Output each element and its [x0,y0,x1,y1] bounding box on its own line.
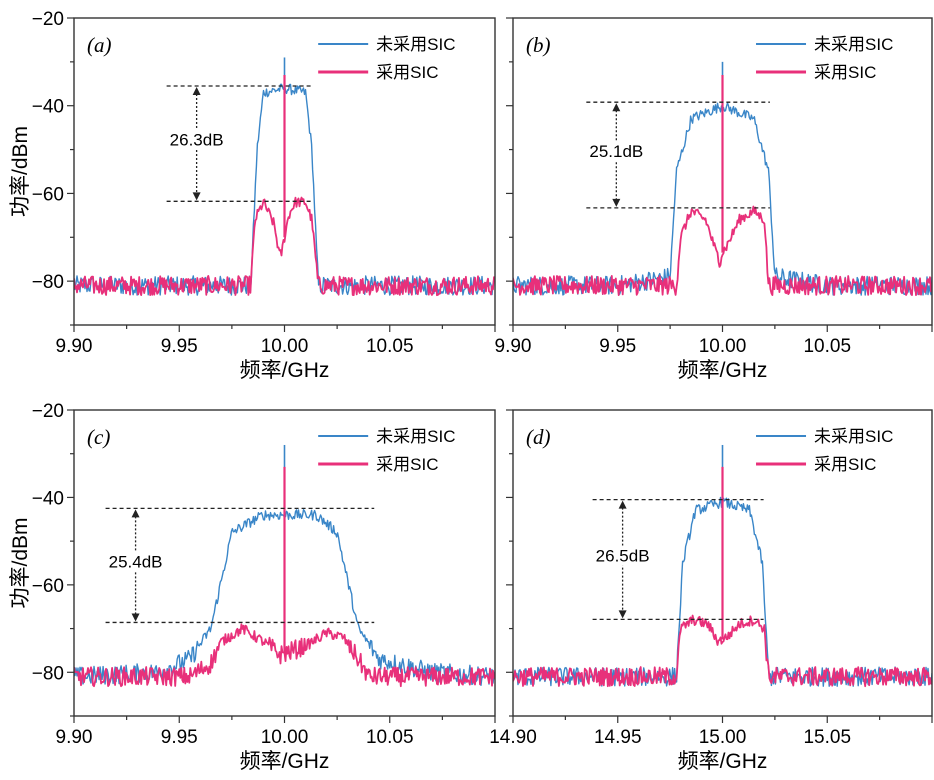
annotation-label: 25.1dB [589,142,643,161]
annotation-label: 25.4dB [109,552,163,571]
annotation-arrowhead-up [131,509,140,518]
x-axis-label: 频率/GHz [240,750,330,773]
annotation-arrowhead-down [192,192,201,201]
annotation-arrowhead-up [612,103,621,112]
y-tick-label: −80 [32,663,64,684]
y-tick-label: −20 [32,9,64,30]
x-tick-label: 9.95 [599,336,636,357]
x-tick-label: 10.00 [261,727,309,748]
legend-label: 未采用SIC [376,35,455,54]
chart-panel-1: 9.90 9.95 10.00 10.05 −20 −40 −60 −80 频率/GHz 功率/d… [9,9,496,382]
x-tick-label: 9.90 [56,727,93,748]
series-line-with-sic [74,196,495,297]
y-tick-label: −20 [32,401,64,422]
annotation-label-bg [165,129,228,150]
series-line-with-sic [513,205,932,297]
plot-area [513,61,932,297]
x-tick-label: 9.90 [495,336,532,357]
annotation-label: 26.5dB [596,547,650,566]
series-line-with-sic [513,614,932,688]
y-axis-label: 功率/dBm [9,517,32,608]
y-tick-label: −80 [32,272,64,293]
y-tick-label: −60 [32,184,64,205]
x-tick-label: 10.00 [699,336,747,357]
plot-area [74,57,495,297]
x-tick-label: 14.90 [489,727,537,748]
panel-label: (c) [87,425,110,449]
x-axis-label: 频率/GHz [678,359,768,382]
y-tick-label: −40 [32,97,64,118]
x-tick-label: 10.05 [803,336,851,357]
legend-label: 未采用SIC [814,427,893,446]
annotation-label-bg [104,551,167,572]
legend-label: 采用SIC [814,455,876,474]
y-axis-label: 功率/dBm [9,126,32,217]
plot-area [513,444,932,688]
legend-label: 未采用SIC [376,427,455,446]
annotation-arrowhead-up [618,500,627,509]
x-tick-label: 9.95 [161,336,198,357]
annotation-label: 26.3dB [170,131,224,150]
x-tick-label: 10.00 [261,336,309,357]
annotation-arrowhead-down [131,613,140,622]
x-axis-label: 频率/GHz [240,359,330,382]
annotation-label-bg [585,141,648,162]
chart-panel-4: 14.90 14.95 15.00 15.05 频率/GHz (d) 未采用SIC 采用SIC… [489,409,933,773]
y-tick-label: −60 [32,576,64,597]
x-tick-label: 9.90 [56,336,93,357]
panel-label: (b) [526,33,551,57]
legend-label: 采用SIC [376,455,438,474]
x-tick-label: 15.00 [699,727,747,748]
panel-label: (d) [526,425,551,449]
x-tick-label: 10.05 [366,727,414,748]
legend-label: 未采用SIC [814,35,893,54]
legend-label: 采用SIC [814,63,876,82]
annotation-arrowhead-down [618,610,627,619]
chart-panel-2: 9.90 9.95 10.00 10.05 频率/GHz (b) 未采用SIC 采用SIC 25… [495,17,933,382]
legend-label: 采用SIC [376,63,438,82]
x-tick-label: 10.05 [366,336,414,357]
x-tick-label: 15.05 [803,727,851,748]
x-axis-label: 频率/GHz [678,750,768,773]
annotation-arrowhead-up [192,86,201,95]
x-tick-label: 14.95 [594,727,642,748]
panel-label: (a) [87,33,112,57]
annotation-arrowhead-down [612,198,621,207]
y-tick-label: −40 [32,488,64,509]
chart-panel-3: 9.90 9.95 10.00 10.05 −20 −40 −60 −80 频率/GHz 功率/d… [9,401,496,773]
annotation-label-bg [591,545,654,566]
x-tick-label: 9.95 [161,727,198,748]
